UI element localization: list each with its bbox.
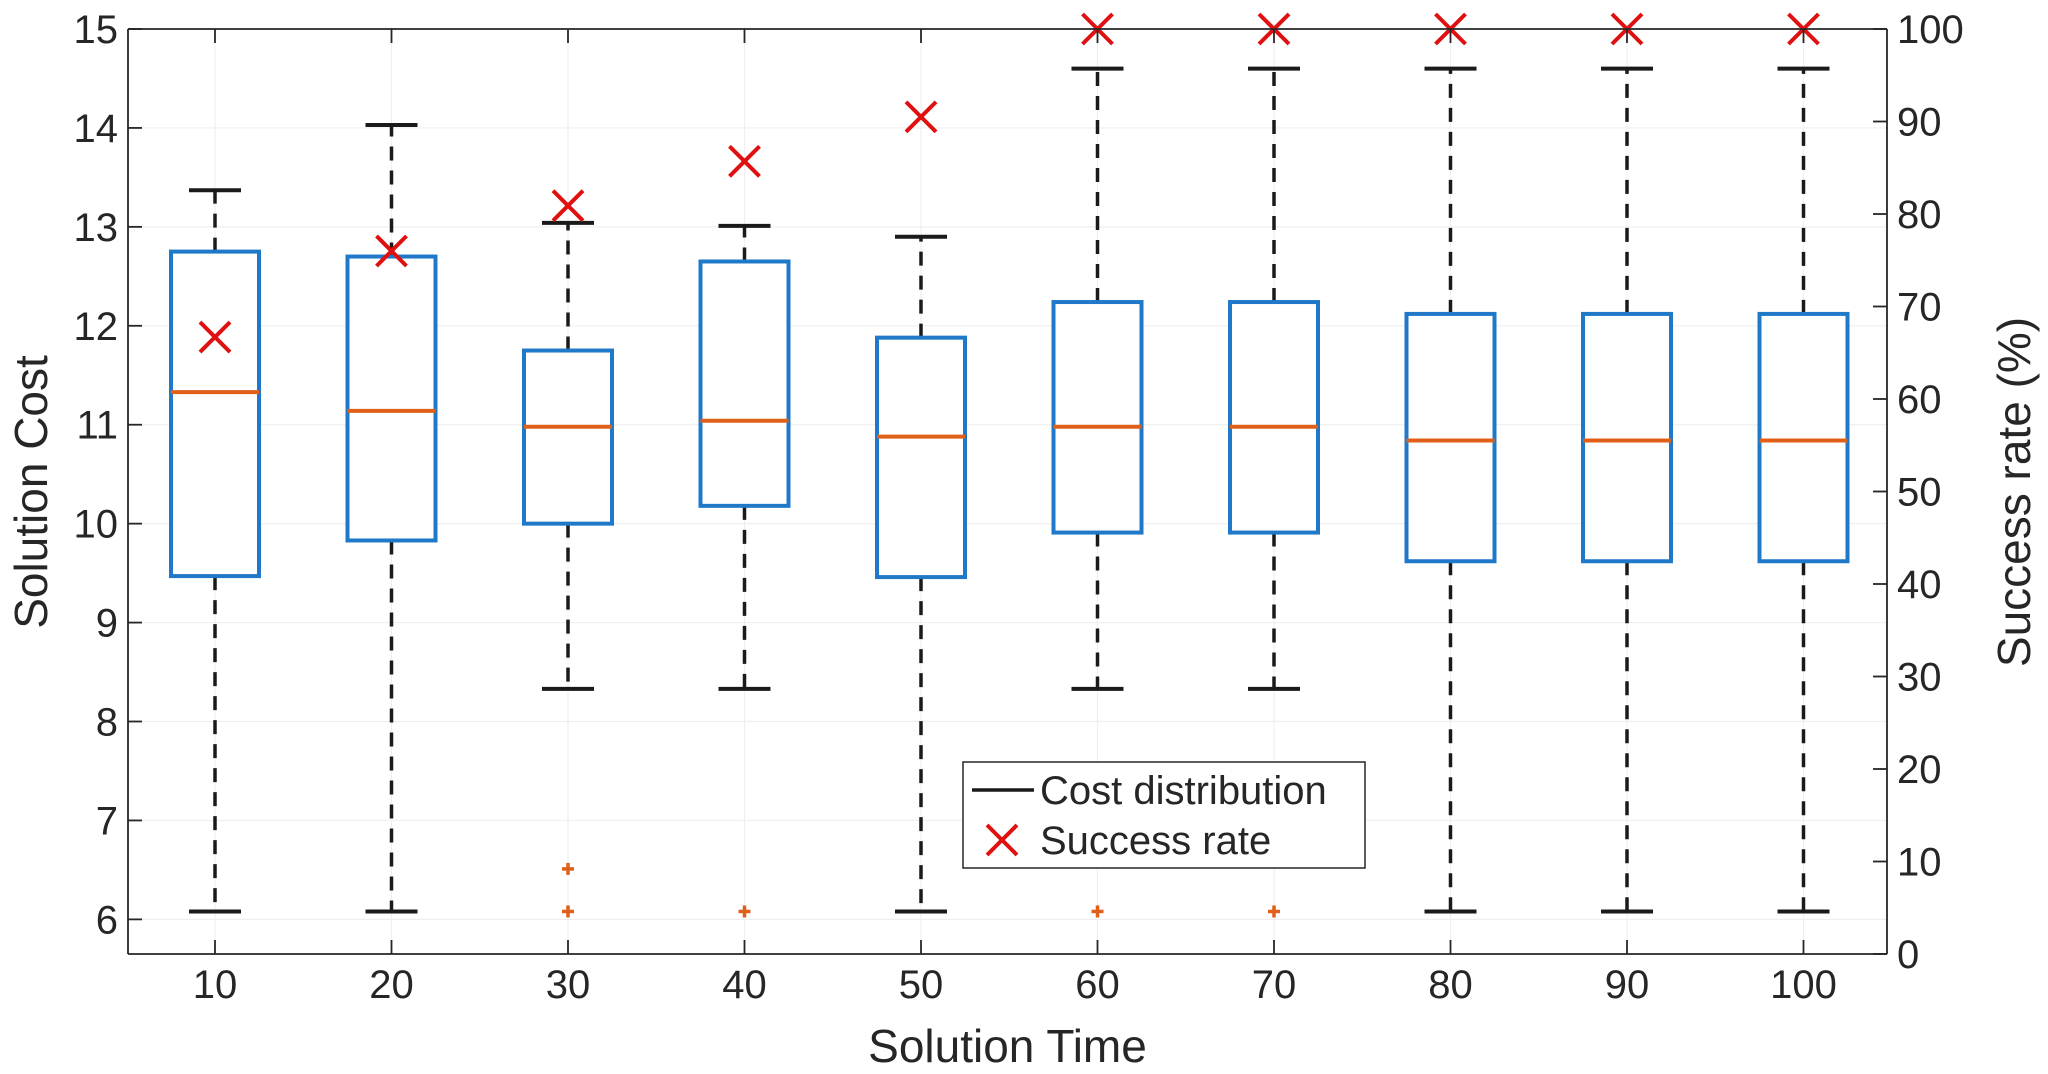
outlier-point (562, 862, 574, 875)
y-tick-label-left: 13 (74, 206, 119, 250)
y-tick-label-right: 50 (1897, 471, 1942, 515)
success-marker-stroke-b (551, 189, 585, 223)
x-tick-label: 100 (1770, 963, 1837, 1007)
legend: Cost distribution Success rate (962, 761, 1366, 869)
y-tick-label-right: 70 (1897, 286, 1942, 330)
box-body (522, 348, 614, 526)
y-axis-left-title: Solution Cost (5, 355, 57, 629)
box-30 (522, 220, 614, 918)
y-tick-label-left: 9 (96, 602, 118, 646)
box-body (1581, 311, 1673, 564)
x-tick-label: 80 (1428, 963, 1473, 1007)
legend-cost-distribution-label: Cost distribution (1040, 769, 1327, 813)
box-50 (875, 234, 967, 914)
box-body (698, 259, 791, 508)
y-tick-label-right: 80 (1897, 193, 1942, 237)
success-marker-20 (375, 234, 408, 268)
box-body (1404, 311, 1497, 564)
y-tick-label-left: 8 (96, 701, 118, 745)
legend-box (962, 761, 1366, 869)
legend-success-rate-swatch (985, 823, 1019, 857)
y-tick-label-right: 40 (1897, 563, 1942, 607)
success-marker-stroke-b (375, 234, 408, 268)
outlier-point (1091, 905, 1104, 918)
box-20 (345, 122, 438, 914)
y-tick-label-right: 20 (1897, 748, 1942, 792)
y-axis-right-title: Success rate (%) (1988, 317, 2040, 667)
axes: 6 7 8 9 10 11 12 13 14 15 0 10 20 30 40 50 60 70 80 90 100 10… (74, 8, 1964, 1007)
x-tick-label: 60 (1075, 963, 1120, 1007)
x-tick-label: 10 (193, 963, 238, 1007)
y-tick-label-right: 0 (1897, 933, 1919, 977)
y-tick-label-left: 6 (96, 898, 118, 942)
box-70 (1228, 66, 1320, 918)
y-tick-label-right: 100 (1897, 8, 1964, 52)
box-80 (1404, 66, 1497, 914)
box-body (875, 335, 967, 580)
success-marker-50 (904, 100, 938, 134)
y-tick-label-right: 10 (1897, 841, 1942, 885)
box-10 (169, 188, 261, 914)
success-marker-40 (728, 144, 761, 178)
box-body (345, 254, 438, 543)
box-body (1757, 311, 1850, 564)
y-tick-label-left: 12 (74, 305, 119, 349)
y-tick-label-left: 14 (74, 107, 119, 151)
success-marker-10 (198, 320, 232, 354)
legend-success-rate-label: Success rate (1040, 819, 1271, 863)
box-100 (1757, 66, 1850, 914)
x-tick-label: 90 (1605, 963, 1650, 1007)
success-marker-30 (551, 189, 585, 223)
outlier-point (562, 905, 574, 918)
box-90 (1581, 66, 1673, 914)
box-body (1228, 300, 1320, 535)
x-axis-title: Solution Time (868, 1020, 1147, 1072)
y-tick-label-left: 11 (76, 404, 118, 448)
x-tick-label: 70 (1252, 963, 1297, 1007)
y-tick-label-right: 60 (1897, 378, 1942, 422)
box-body (1051, 300, 1144, 535)
y-tick-label-left: 7 (96, 799, 118, 843)
box-40 (698, 223, 791, 918)
outlier-point (738, 905, 751, 918)
x-tick-label: 50 (899, 963, 944, 1007)
success-marker-stroke-b (198, 320, 232, 354)
y-tick-label-right: 30 (1897, 656, 1942, 700)
legend-marker-stroke-b (985, 823, 1019, 857)
success-marker-stroke-b (904, 100, 938, 134)
x-tick-label: 40 (722, 963, 767, 1007)
box-series (169, 66, 1850, 918)
success-marker-stroke-b (728, 144, 761, 178)
y-tick-label-right: 90 (1897, 101, 1942, 145)
x-tick-label: 20 (369, 963, 414, 1007)
box-60 (1051, 66, 1144, 918)
x-tick-label: 30 (546, 963, 591, 1007)
y-tick-label-left: 10 (74, 503, 119, 547)
box-body (169, 249, 261, 579)
outlier-point (1268, 905, 1280, 918)
y-tick-label-left: 15 (74, 8, 119, 52)
